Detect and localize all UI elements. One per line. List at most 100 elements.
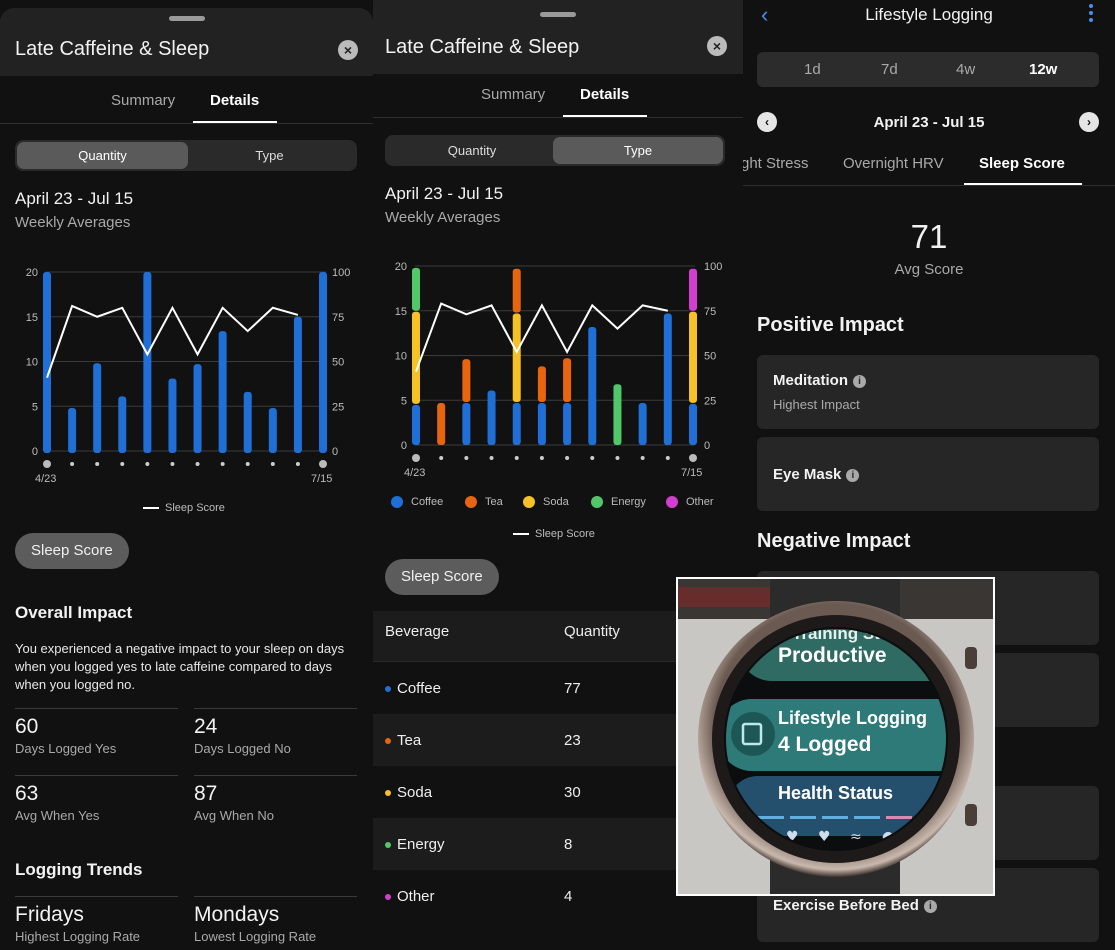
watch-button-top (965, 647, 977, 669)
range-title: April 23 - Jul 15 (385, 184, 504, 203)
watch-training-value: Productive (778, 644, 887, 667)
watch-health-title: Health Status (778, 783, 893, 803)
x-dot (195, 462, 200, 466)
toggle-type[interactable]: Type (255, 148, 284, 163)
tab-underline (563, 115, 647, 117)
tab-sleep-score[interactable]: Sleep Score (979, 155, 1065, 172)
trend-lowest: Mondays Lowest Logging Rate (194, 896, 357, 944)
beverage-label: Tea (397, 732, 422, 749)
bar-segment-energy (613, 384, 622, 445)
x-dot (43, 460, 51, 468)
card-title: Meditation i (773, 372, 866, 389)
y2-tick-label: 100 (704, 261, 722, 273)
beverage-label: Energy (397, 836, 445, 853)
tab-summary[interactable]: Summary (111, 92, 176, 109)
watch-list-icon (731, 712, 775, 756)
time-range-selector: 1d 7d 4w 12w (757, 52, 1099, 87)
close-icon[interactable]: × (338, 40, 358, 60)
table-row[interactable]: Other 4 (373, 870, 743, 922)
beverage-name: Coffee (385, 680, 441, 697)
stat-label: Avg When No (194, 808, 274, 823)
table-row[interactable]: Soda 30 (373, 766, 743, 818)
impact-card-eye-mask[interactable]: Eye Mask i (757, 437, 1099, 511)
bar-segment-tea (537, 366, 546, 403)
quantity-chart: 0 0 5 25 10 50 15 75 20 100 4/23 7/15 (26, 267, 351, 485)
prev-period-icon[interactable]: ‹ (757, 112, 777, 132)
legend-dot-icon (666, 496, 678, 509)
beverage-name: Energy (385, 836, 445, 853)
legend-label: Energy (611, 496, 646, 508)
tab-overnight-hrv[interactable]: Overnight HRV (843, 155, 944, 172)
watch-card-lifestyle (726, 699, 946, 771)
stat-label: Avg When Yes (15, 808, 100, 823)
x-tick-label: 7/15 (681, 467, 702, 479)
bar-segment-tea (437, 403, 446, 445)
summary-details-tabs: Summary Details (373, 78, 743, 118)
tab-underline (964, 183, 1082, 185)
bar-segment-coffee (462, 403, 471, 445)
range-1d[interactable]: 1d (804, 61, 821, 78)
sleep-score-button[interactable]: Sleep Score (385, 559, 499, 595)
beverage-qty: 77 (564, 680, 581, 697)
watch-lifestyle-title: Lifestyle Logging (778, 708, 927, 728)
info-icon[interactable]: i (923, 899, 937, 913)
x-dot (412, 454, 420, 462)
overall-impact-heading: Overall Impact (15, 603, 133, 622)
x-dot (689, 454, 697, 462)
details-panel-quantity: Late Caffeine & Sleep × Summary Details … (0, 0, 373, 950)
trend-highest: Fridays Highest Logging Rate (15, 896, 178, 944)
toggle-type[interactable]: Type (553, 137, 723, 164)
tab-details[interactable]: Details (210, 92, 260, 109)
y-tick-label: 15 (395, 306, 407, 318)
toggle-quantity[interactable]: Quantity (447, 143, 497, 158)
legend-dot-icon (591, 496, 603, 509)
tab-details[interactable]: Details (580, 86, 630, 103)
table-row[interactable]: Coffee 77 (373, 662, 743, 714)
sheet-grabber[interactable] (168, 16, 205, 21)
legend-label: Coffee (411, 496, 444, 508)
x-dot (539, 456, 544, 460)
bar (218, 331, 227, 453)
back-chevron-icon[interactable]: ‹ (761, 2, 769, 27)
beverage-name: Tea (385, 732, 421, 749)
bar-segment-coffee (412, 404, 420, 445)
impact-card-meditation[interactable]: Meditation i Highest Impact (757, 355, 1099, 429)
y2-tick-label: 25 (332, 401, 344, 413)
avg-score-label: Avg Score (894, 261, 964, 278)
sleep-score-button[interactable]: Sleep Score (15, 533, 129, 569)
bar-segment-soda (512, 313, 521, 403)
card-title-text: Meditation (773, 372, 848, 389)
range-12w[interactable]: 12w (1029, 61, 1058, 78)
logging-trends-heading: Logging Trends (15, 860, 143, 879)
watch-lifestyle-value: 4 Logged (778, 733, 871, 756)
beverage-label: Soda (397, 784, 433, 801)
range-4w[interactable]: 4w (956, 61, 976, 78)
sleep-score-line (46, 304, 299, 378)
trend-label: Lowest Logging Rate (194, 929, 317, 944)
health-bar (758, 816, 784, 819)
bar-segment-coffee (487, 390, 496, 445)
range-7d[interactable]: 7d (881, 61, 898, 78)
info-icon[interactable]: i (846, 468, 860, 482)
x-dot (170, 462, 175, 466)
info-icon[interactable]: i (853, 374, 866, 388)
y2-tick-label: 75 (704, 306, 716, 318)
tab-stress[interactable]: ght Stress (743, 155, 809, 172)
beverage-label: Other (397, 888, 435, 905)
next-period-icon[interactable]: › (1079, 112, 1099, 132)
sheet-grabber[interactable] (540, 12, 576, 17)
range-subtitle: Weekly Averages (15, 214, 131, 231)
stat-value: 24 (194, 715, 218, 738)
tab-summary[interactable]: Summary (481, 86, 546, 103)
toggle-quantity[interactable]: Quantity (17, 142, 188, 169)
beverage-legend: Coffee Tea Soda Energy Other (373, 496, 743, 512)
health-bar (790, 816, 816, 819)
legend-item-other: Other (666, 496, 714, 509)
x-dot (640, 456, 645, 460)
close-icon[interactable]: × (707, 36, 727, 56)
soda-dot-icon (385, 790, 391, 797)
more-options-icon[interactable] (1089, 4, 1093, 25)
beverage-name: Other (385, 888, 435, 905)
legend-item-coffee: Coffee (391, 496, 444, 509)
stat-avg-yes: 63 Avg When Yes (15, 775, 178, 823)
